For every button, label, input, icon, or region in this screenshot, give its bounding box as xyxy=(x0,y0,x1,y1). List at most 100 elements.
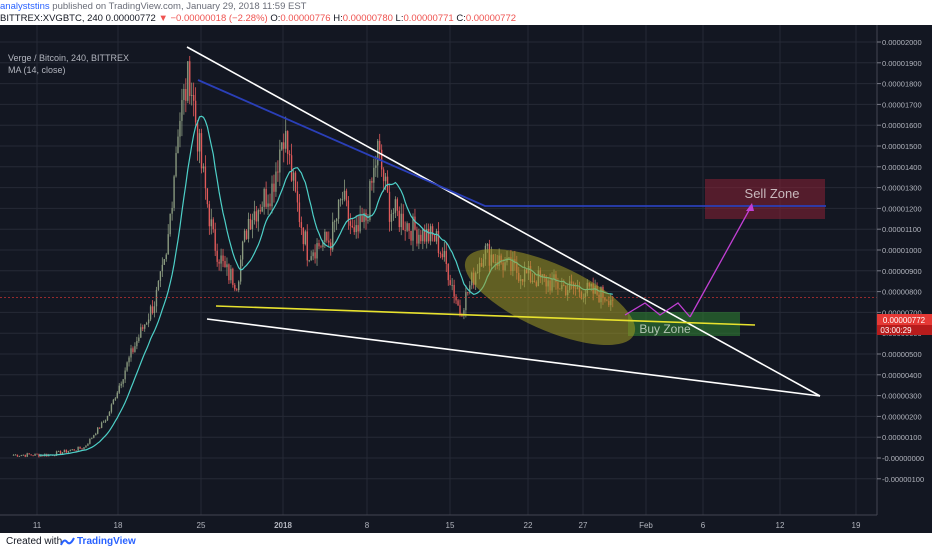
candle xyxy=(153,301,156,318)
candle xyxy=(398,206,400,232)
candle xyxy=(359,205,361,234)
candle-body xyxy=(91,437,93,439)
footer: Created with TradingView xyxy=(0,533,932,550)
candle-body xyxy=(281,142,283,150)
candle xyxy=(424,224,426,244)
candle-body xyxy=(382,169,385,182)
candle xyxy=(332,212,334,252)
candle-body xyxy=(343,190,346,200)
candle-body xyxy=(267,203,269,207)
candle xyxy=(343,179,346,202)
author-link[interactable]: analyststins xyxy=(0,1,50,12)
candle-body xyxy=(167,234,169,255)
candle-body xyxy=(467,292,469,293)
candle xyxy=(30,454,32,456)
candle-body xyxy=(169,213,171,235)
sell-zone-box[interactable] xyxy=(705,179,825,219)
candle xyxy=(120,381,122,389)
candle xyxy=(22,454,24,456)
candle-body xyxy=(390,214,393,222)
candle xyxy=(386,170,389,193)
time-tick-label: 19 xyxy=(852,521,861,530)
candle xyxy=(218,259,220,271)
candle xyxy=(408,223,410,239)
chart-area[interactable]: Sell Zone Buy Zone 0.00002000 0.00001900 0… xyxy=(0,25,932,533)
candle xyxy=(443,241,446,262)
candle-body xyxy=(384,176,387,182)
candle xyxy=(161,257,164,277)
candle xyxy=(87,443,89,447)
projection-arrow-path[interactable] xyxy=(624,302,691,318)
candle-body xyxy=(247,218,250,239)
price-tick-label: 0.00001400 xyxy=(882,163,922,172)
support-line[interactable] xyxy=(215,305,756,326)
candle-body xyxy=(196,122,199,152)
candle xyxy=(126,361,128,372)
candle-body xyxy=(212,219,214,230)
price-axis: 0.00002000 0.00001900 0.00001800 0.00001700… xyxy=(876,25,932,533)
candle xyxy=(277,160,279,182)
price-tick-label: 0.00000700 xyxy=(882,308,922,317)
candle xyxy=(65,449,68,453)
candle-body xyxy=(194,100,197,123)
candle-body xyxy=(108,411,111,416)
triangle-upper-line[interactable] xyxy=(186,46,821,397)
candle-body xyxy=(243,230,246,242)
candle-body xyxy=(61,452,64,455)
candle-body xyxy=(122,379,124,384)
price-tick-label: 0.00001600 xyxy=(882,121,922,130)
resistance-line[interactable] xyxy=(197,79,826,207)
candle-body xyxy=(126,362,128,371)
candle-body xyxy=(53,455,56,457)
candle xyxy=(437,222,440,258)
candle-body xyxy=(396,199,399,211)
candle-body xyxy=(202,166,205,169)
candle xyxy=(333,219,336,233)
candle xyxy=(224,255,226,268)
candle-body xyxy=(93,435,95,438)
projection-arrow-up[interactable] xyxy=(689,204,753,318)
candle xyxy=(265,181,267,210)
candle xyxy=(212,217,214,233)
tradingview-brand[interactable]: TradingView xyxy=(77,536,136,547)
candle xyxy=(259,204,261,215)
price-axis-bg xyxy=(877,25,932,533)
candle-body xyxy=(277,171,279,173)
candle xyxy=(132,346,134,354)
price-chart[interactable]: Sell Zone Buy Zone 0.000020000.000019000… xyxy=(0,25,932,533)
candle xyxy=(147,313,150,328)
candle xyxy=(169,213,171,237)
candle-body xyxy=(404,229,406,231)
candle-body xyxy=(63,449,66,453)
candle xyxy=(181,88,183,137)
candle xyxy=(122,379,124,388)
candle xyxy=(112,398,115,405)
candle-body xyxy=(400,213,402,228)
last-price-tag-label: 0.00000772 xyxy=(883,316,926,325)
candle-body xyxy=(12,454,15,456)
candle-body xyxy=(134,346,136,352)
candle-body xyxy=(345,190,348,201)
candle xyxy=(288,150,291,165)
candle-body xyxy=(349,221,352,226)
candle-body xyxy=(228,264,230,281)
time-tick-label: 2018 xyxy=(274,521,292,530)
candle xyxy=(463,308,465,320)
price-tick-label: -0.00000100 xyxy=(882,475,924,484)
candle xyxy=(14,454,17,456)
legend-indicator[interactable]: MA (14, close) xyxy=(8,65,66,75)
candle-body xyxy=(414,216,416,230)
consolidation-ellipse[interactable] xyxy=(453,229,648,364)
candle xyxy=(433,233,436,242)
candle xyxy=(310,250,312,262)
candle-body xyxy=(412,216,414,241)
candle xyxy=(396,197,399,217)
candle-body xyxy=(265,188,267,207)
triangle-lower-line[interactable] xyxy=(206,318,821,397)
down-triangle-icon: ▼ xyxy=(158,13,168,24)
candle-body xyxy=(185,88,187,101)
candle-body xyxy=(175,153,177,177)
candle xyxy=(175,146,177,178)
candle xyxy=(145,321,148,325)
candle xyxy=(251,213,254,239)
